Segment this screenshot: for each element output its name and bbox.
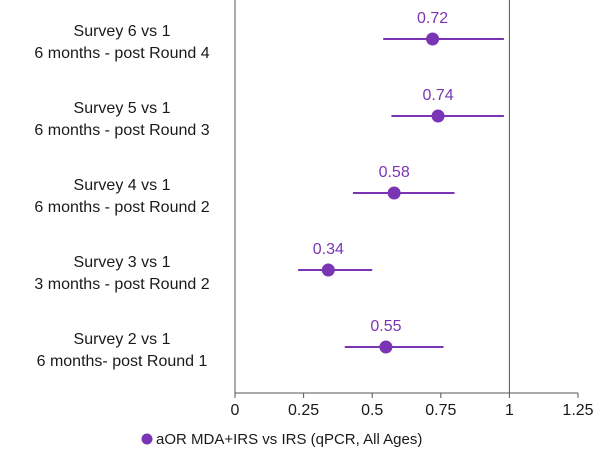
x-tick-label: 0.25 [288, 402, 319, 419]
category-label-line2: 3 months - post Round 2 [34, 276, 209, 293]
category-label-line1: Survey 5 vs 1 [74, 100, 171, 117]
data-point [379, 340, 393, 354]
legend-marker [141, 433, 153, 445]
category-label-line2: 6 months - post Round 3 [34, 122, 209, 139]
data-label: 0.74 [422, 87, 453, 104]
data-point [426, 32, 440, 46]
category-label-line2: 6 months- post Round 1 [37, 353, 208, 370]
legend-label: aOR MDA+IRS vs IRS (qPCR, All Ages) [156, 431, 422, 448]
data-point [431, 109, 445, 123]
data-label: 0.34 [313, 241, 344, 258]
data-label: 0.72 [417, 10, 448, 27]
data-point [321, 263, 335, 277]
category-label-line1: Survey 3 vs 1 [74, 254, 171, 271]
data-label: 0.55 [370, 318, 401, 335]
x-tick-label: 0 [231, 402, 240, 419]
x-tick-label: 1 [505, 402, 514, 419]
category-label-line2: 6 months - post Round 2 [34, 199, 209, 216]
category-label-line2: 6 months - post Round 4 [34, 45, 209, 62]
x-tick-label: 0.75 [425, 402, 456, 419]
data-point [387, 186, 401, 200]
data-label: 0.58 [379, 164, 410, 181]
x-tick-label: 0.5 [361, 402, 383, 419]
category-label-line1: Survey 4 vs 1 [74, 177, 171, 194]
category-label-line1: Survey 2 vs 1 [74, 331, 171, 348]
category-label-line1: Survey 6 vs 1 [74, 23, 171, 40]
x-tick-label: 1.25 [562, 402, 593, 419]
